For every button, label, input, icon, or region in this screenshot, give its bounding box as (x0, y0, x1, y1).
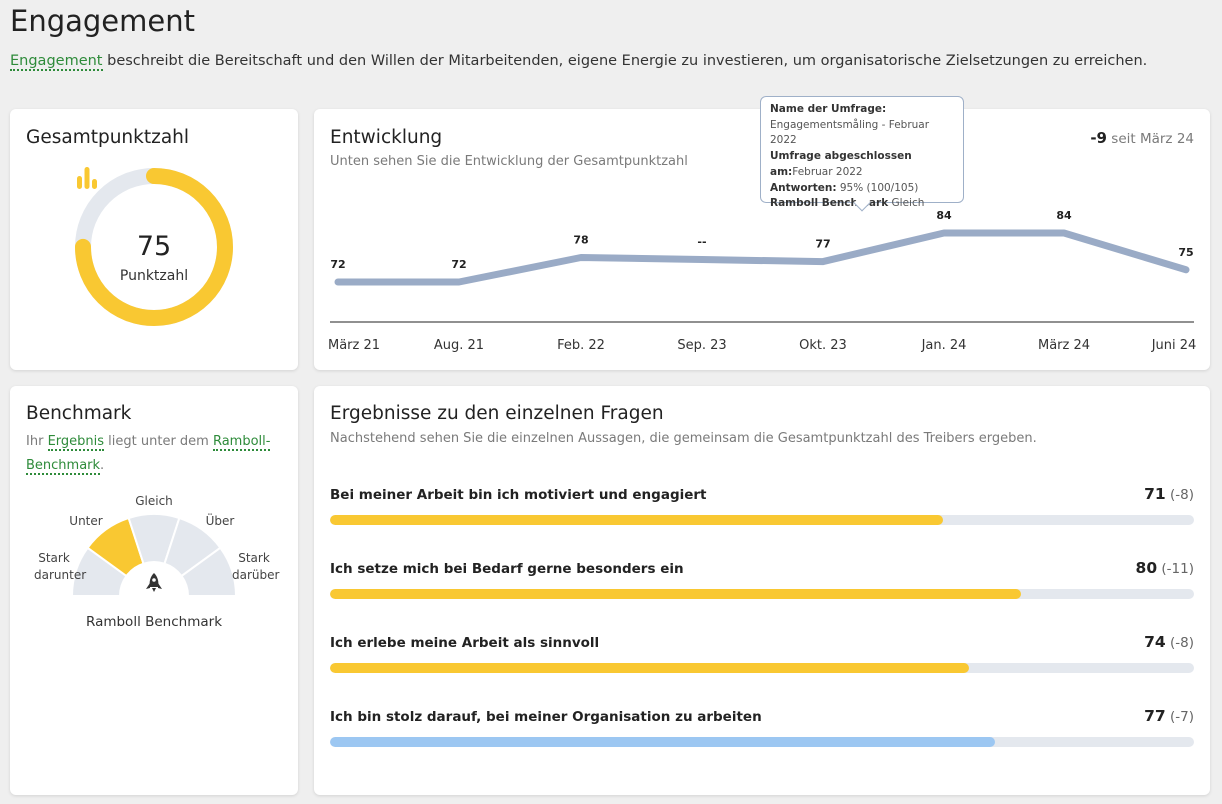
engagement-term-link[interactable]: Engagement (10, 53, 103, 71)
score-card: Gesamtpunktzahl 75 Punktzahl (10, 109, 298, 370)
benchmark-gauge (70, 513, 238, 597)
gauge-label-stark-darueber-1: Stark (238, 551, 270, 565)
question-score-delta: (-7) (1165, 709, 1194, 725)
questions-card-subtitle: Nachstehend sehen Sie die einzelnen Auss… (330, 431, 1037, 446)
tooltip-benchmark-value: Gleich (888, 197, 925, 210)
gauge-label-stark-darunter: Stark darunter (34, 550, 86, 584)
ergebnis-term-link[interactable]: Ergebnis (47, 434, 105, 451)
benchmark-card-title: Benchmark (26, 403, 132, 424)
bar-chart-icon (77, 167, 97, 189)
x-tick-label: März 21 (328, 338, 380, 353)
questions-card-title: Ergebnisse zu den einzelnen Fragen (330, 403, 664, 424)
question-score-delta: (-8) (1165, 635, 1194, 651)
question-score-value: 74 (1144, 633, 1166, 651)
question-progress-track (330, 515, 1194, 525)
question-row[interactable]: Ich bin stolz darauf, bei meiner Organis… (330, 707, 1194, 749)
question-row[interactable]: Ich erlebe meine Arbeit als sinnvoll 74 … (330, 633, 1194, 675)
tooltip-responses-value: 95% (100/105) (836, 181, 919, 194)
question-progress-fill (330, 515, 944, 525)
trend-line-chart: 72 72 78 -- 77 84 84 75 März 21 Aug. 21 Feb. 22 Sep… (328, 209, 1197, 353)
benchmark-text: Ihr Ergebnis liegt unter dem Ramboll-Ben… (26, 430, 286, 478)
data-label: 84 (936, 209, 952, 222)
x-tick-label: Jan. 24 (921, 338, 967, 353)
x-tick-label: Okt. 23 (799, 338, 847, 353)
x-tick-label: März 24 (1038, 338, 1090, 353)
tooltip-completed-label-1: Umfrage abgeschlossen (770, 150, 912, 163)
gauge-label-unter: Unter (69, 514, 103, 528)
tooltip-completed-value: Februar 2022 (792, 165, 863, 178)
questions-card: Ergebnisse zu den einzelnen Fragen Nachs… (314, 386, 1210, 795)
page-title: Engagement (10, 4, 195, 38)
x-tick-label: Aug. 21 (434, 338, 484, 353)
question-score: 71 (-8) (1144, 485, 1194, 503)
data-label: -- (697, 236, 706, 249)
tooltip-completed-label-2: am: (770, 165, 793, 178)
score-value: 75 (136, 231, 172, 262)
question-row[interactable]: Bei meiner Arbeit bin ich motiviert und … (330, 485, 1194, 527)
donut-score-arc (75, 168, 233, 326)
question-score: 77 (-7) (1144, 707, 1194, 725)
benchmark-card: Benchmark Ihr Ergebnis liegt unter dem R… (10, 386, 298, 795)
question-text: Ich bin stolz darauf, bei meiner Organis… (330, 709, 762, 725)
tooltip-name-value: Engagementsmåling - Februar 2022 (770, 118, 930, 147)
trend-delta-value: -9 (1090, 129, 1107, 147)
gauge-label-stark-darunter-2: darunter (34, 568, 87, 582)
rocket-icon (146, 573, 162, 592)
page-description-text: beschreibt die Bereitschaft und den Will… (102, 53, 1148, 69)
question-score-value: 71 (1144, 485, 1166, 503)
trend-delta-text: seit März 24 (1107, 131, 1194, 147)
gauge-label-gleich: Gleich (135, 494, 173, 508)
question-progress-fill (330, 589, 1022, 599)
data-label: 78 (573, 234, 588, 247)
x-tick-label: Juni 24 (1151, 338, 1197, 353)
score-donut-chart (75, 168, 233, 326)
benchmark-text-2: liegt unter dem (104, 434, 213, 449)
gauge-caption: Ramboll Benchmark (85, 614, 223, 630)
tooltip-name-label: Name der Umfrage: (770, 103, 887, 115)
question-text: Bei meiner Arbeit bin ich motiviert und … (330, 487, 707, 503)
question-score-delta: (-8) (1165, 487, 1194, 503)
data-label: 75 (1178, 246, 1193, 259)
x-tick-label: Sep. 23 (677, 338, 726, 353)
x-tick-label: Feb. 22 (557, 338, 605, 353)
trend-card-title: Entwicklung (330, 127, 443, 148)
trend-delta: -9 seit März 24 (1090, 129, 1194, 147)
tooltip-benchmark-label: Ramboll Benchmark (770, 197, 889, 210)
question-progress-fill (330, 663, 970, 673)
question-progress-track (330, 663, 1194, 673)
gauge-label-stark-darueber: Stark darüber (232, 550, 280, 584)
question-progress-track (330, 737, 1194, 747)
question-text: Ich setze mich bei Bedarf gerne besonder… (330, 561, 684, 577)
ramboll-benchmark-term-link[interactable]: Ramboll-Benchmark (26, 434, 271, 475)
tooltip-responses-label: Antworten: (770, 181, 837, 194)
score-label: Punktzahl (119, 268, 189, 284)
data-label: 72 (330, 258, 345, 271)
gauge-label-stark-darunter-1: Stark (38, 551, 70, 565)
question-progress-track (330, 589, 1194, 599)
score-card-title: Gesamtpunktzahl (26, 127, 190, 148)
gauge-label-stark-darueber-2: darüber (232, 568, 280, 582)
trend-card-subtitle: Unten sehen Sie die Entwicklung der Gesa… (330, 154, 688, 169)
score-donut: 75 Punktzahl (74, 167, 234, 327)
question-score: 74 (-8) (1144, 633, 1194, 651)
question-text: Ich erlebe meine Arbeit als sinnvoll (330, 635, 600, 651)
question-score-value: 80 (1135, 559, 1158, 577)
data-label: 72 (451, 258, 466, 271)
trend-series-line[interactable] (334, 229, 1190, 286)
trend-card: Entwicklung Unten sehen Sie die Entwickl… (314, 96, 1210, 370)
question-row[interactable]: Ich setze mich bei Bedarf gerne besonder… (330, 559, 1194, 601)
data-label: 77 (815, 238, 830, 251)
question-progress-fill (330, 737, 996, 747)
question-score-value: 77 (1144, 707, 1166, 725)
gauge-segment-stark-darueber (180, 546, 238, 597)
benchmark-text-1: Ihr (26, 434, 48, 449)
data-label: 84 (1056, 209, 1072, 222)
survey-tooltip: Name der Umfrage: Engagementsmåling - Fe… (760, 96, 964, 212)
question-score: 80 (-11) (1136, 559, 1194, 577)
gauge-label-ueber: Über (205, 514, 235, 528)
benchmark-text-3: . (100, 458, 105, 473)
question-score-delta: (-11) (1157, 561, 1194, 577)
page-description: Engagement beschreibt die Bereitschaft u… (10, 53, 1148, 71)
